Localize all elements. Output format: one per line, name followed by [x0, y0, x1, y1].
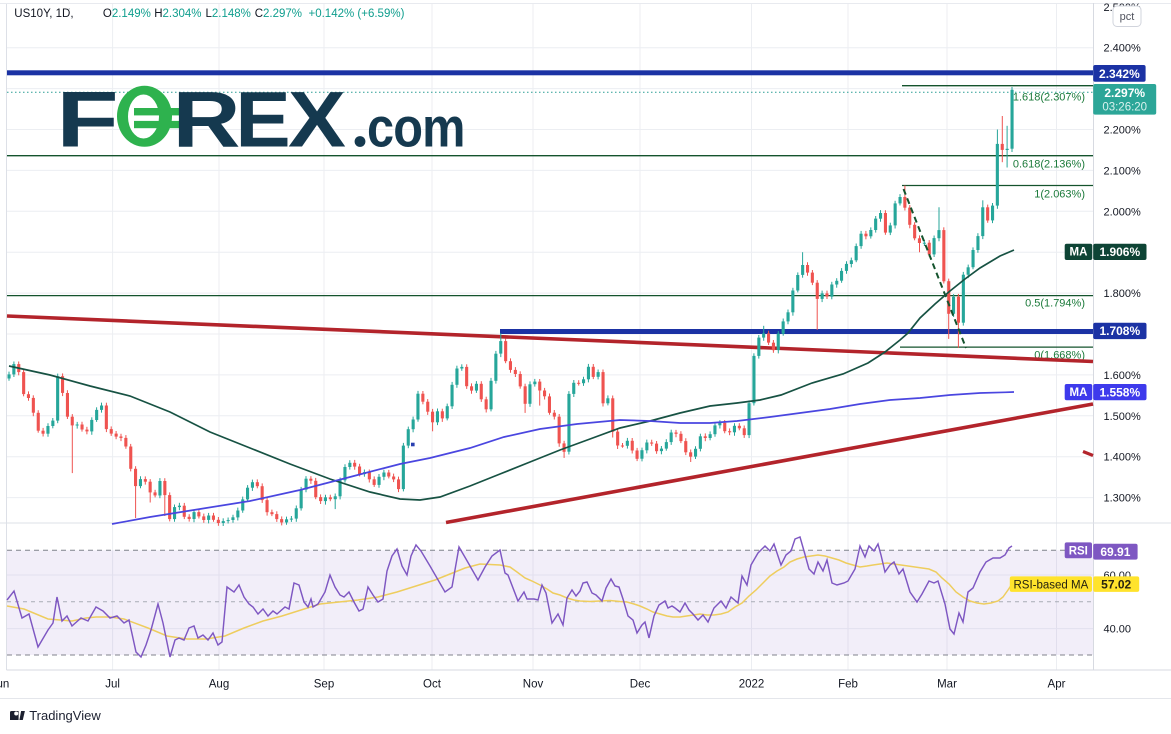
- svg-text:Oct: Oct: [423, 679, 442, 691]
- svg-text:MA: MA: [1070, 387, 1088, 399]
- svg-text:69.91: 69.91: [1100, 545, 1130, 559]
- svg-text:1.600%: 1.600%: [1104, 370, 1142, 382]
- svg-text:0.618(2.136%): 0.618(2.136%): [1013, 159, 1085, 171]
- svg-text:03:26:20: 03:26:20: [1102, 102, 1147, 114]
- svg-text:O2.149%H2.304%L2.148%C2.297%+0: O2.149% H2.304% L2.148% C2.297% +0.142% (+6.…: [103, 8, 405, 20]
- svg-text:R: R: [173, 76, 241, 164]
- svg-text:Jun: Jun: [0, 679, 9, 691]
- svg-text:2022: 2022: [739, 679, 765, 691]
- svg-text:TradingView: TradingView: [29, 708, 101, 723]
- svg-text:Apr: Apr: [1048, 679, 1066, 691]
- svg-text:40.00: 40.00: [1104, 624, 1132, 636]
- svg-text:2.342%: 2.342%: [1099, 67, 1140, 81]
- svg-text:US10Y, 1D,: US10Y, 1D,: [14, 8, 73, 20]
- svg-text:com: com: [367, 96, 465, 159]
- svg-text:1.800%: 1.800%: [1104, 288, 1142, 300]
- svg-text:RSI-based MA: RSI-based MA: [1014, 579, 1089, 591]
- svg-text:2.000%: 2.000%: [1104, 206, 1142, 218]
- svg-text:0.5(1.794%): 0.5(1.794%): [1025, 298, 1085, 310]
- svg-text:2.100%: 2.100%: [1104, 165, 1142, 177]
- svg-text:1.708%: 1.708%: [1099, 324, 1140, 338]
- svg-text:X: X: [288, 75, 346, 163]
- svg-text:2.200%: 2.200%: [1104, 125, 1142, 137]
- svg-text:RSI: RSI: [1069, 545, 1088, 557]
- svg-text:2.297%: 2.297%: [1104, 86, 1145, 100]
- svg-text:F: F: [56, 75, 118, 163]
- svg-text:Nov: Nov: [523, 679, 544, 691]
- svg-text:Feb: Feb: [838, 679, 858, 691]
- svg-text:Dec: Dec: [630, 679, 651, 691]
- svg-text:2.400%: 2.400%: [1104, 43, 1142, 55]
- svg-text:': ': [69, 8, 70, 15]
- svg-text:MA: MA: [1070, 247, 1088, 259]
- svg-text:57.02: 57.02: [1101, 578, 1131, 592]
- svg-text:1.500%: 1.500%: [1104, 411, 1142, 423]
- svg-text:1.400%: 1.400%: [1104, 452, 1142, 464]
- svg-text:1.618(2.307%): 1.618(2.307%): [1013, 92, 1085, 104]
- svg-text:pct: pct: [1120, 11, 1135, 23]
- svg-text:1.906%: 1.906%: [1099, 245, 1140, 259]
- svg-text:E: E: [235, 76, 290, 164]
- svg-text:Jul: Jul: [105, 679, 120, 691]
- svg-text:Aug: Aug: [209, 679, 229, 691]
- svg-text:Sep: Sep: [314, 679, 334, 691]
- svg-text:1.558%: 1.558%: [1099, 385, 1140, 399]
- svg-text:1(2.063%): 1(2.063%): [1034, 189, 1085, 201]
- svg-text:Mar: Mar: [937, 679, 957, 691]
- svg-text:1.300%: 1.300%: [1104, 493, 1142, 505]
